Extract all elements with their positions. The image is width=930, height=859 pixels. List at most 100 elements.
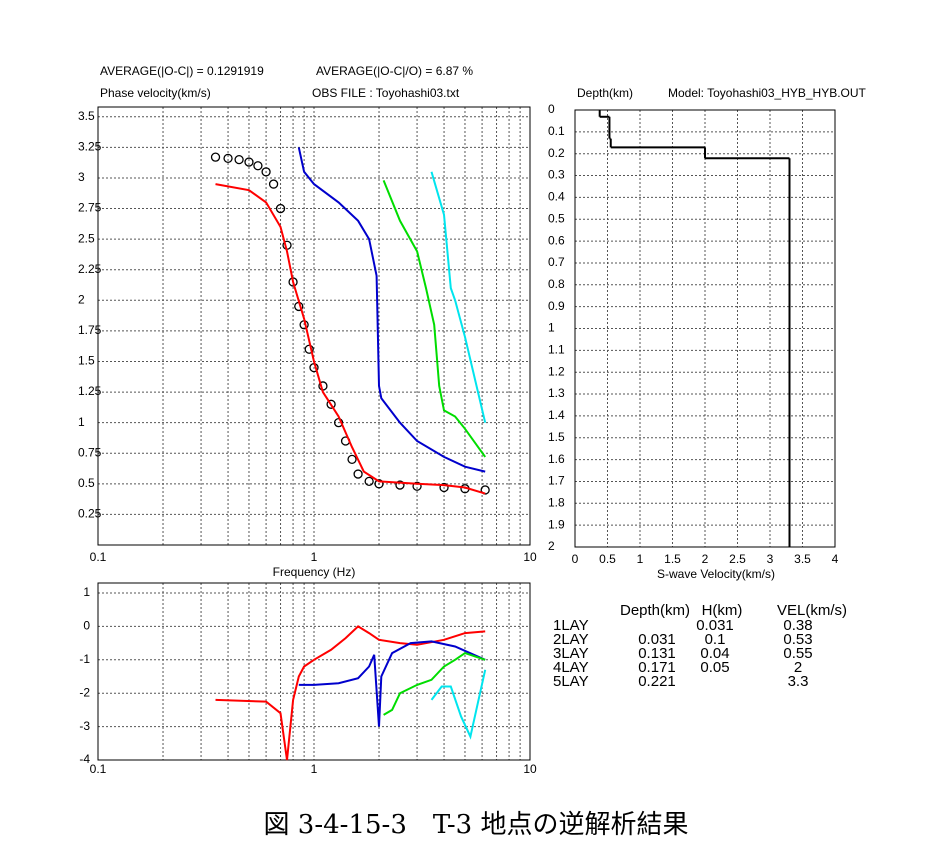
data-point bbox=[304, 344, 314, 354]
table-cell: 0.38 bbox=[783, 617, 812, 634]
table-cell: 1LAY bbox=[553, 617, 589, 634]
plot-frame bbox=[574, 109, 836, 548]
y-tick-label: 1 bbox=[83, 585, 90, 599]
data-point bbox=[395, 480, 405, 490]
y-tick-label: 0.2 bbox=[548, 146, 565, 160]
series-line bbox=[298, 640, 486, 727]
y-tick-label: 0.8 bbox=[548, 277, 565, 291]
y-tick-label: 0.9 bbox=[548, 299, 565, 313]
data-point bbox=[223, 153, 233, 164]
data-point bbox=[210, 152, 221, 162]
table-cell: 2 bbox=[794, 659, 802, 676]
table-cell: 0.04 bbox=[700, 645, 729, 662]
y-tick-label: 0.5 bbox=[548, 211, 565, 225]
table-cell: 2LAY bbox=[553, 631, 589, 648]
x-tick-label: 1 bbox=[637, 552, 644, 566]
annotation: AVERAGE(|O-C|) = 0.1291919 bbox=[100, 64, 264, 78]
data-point bbox=[480, 485, 490, 495]
data-point bbox=[234, 154, 244, 165]
y-tick-label: 0 bbox=[548, 102, 555, 116]
y-tick-label: -3 bbox=[79, 719, 90, 733]
data-point bbox=[244, 157, 254, 167]
x-axis-label: Frequency (Hz) bbox=[273, 565, 356, 579]
data-point bbox=[326, 399, 336, 409]
annotation: AVERAGE(|O-C|/O) = 6.87 % bbox=[316, 64, 473, 78]
data-point bbox=[268, 179, 279, 189]
x-tick-label: 1 bbox=[311, 762, 318, 776]
x-tick-label: 1 bbox=[311, 550, 318, 564]
table-cell: 3LAY bbox=[553, 645, 589, 662]
y-tick-label: -1 bbox=[79, 652, 90, 666]
y-tick-label: 1.9 bbox=[548, 517, 565, 531]
y-tick-label: 0.7 bbox=[548, 255, 565, 269]
x-axis-label: S-wave Velocity(km/s) bbox=[657, 567, 775, 581]
x-tick-label: 1.5 bbox=[664, 552, 681, 566]
series-line bbox=[215, 183, 486, 495]
y-tick-label: 2 bbox=[548, 539, 555, 553]
x-tick-label: 0.5 bbox=[599, 552, 616, 566]
y-tick-label: 2.75 bbox=[78, 201, 102, 215]
y-tick-label: 2 bbox=[78, 292, 85, 306]
table-cell: 0.031 bbox=[696, 617, 734, 634]
data-point bbox=[412, 481, 422, 491]
table-cell: 0.1 bbox=[705, 631, 726, 648]
data-point bbox=[261, 167, 271, 177]
x-tick-label: 10 bbox=[523, 550, 537, 564]
y-tick-label: 0.1 bbox=[548, 124, 565, 138]
table-cell: 0.55 bbox=[783, 645, 812, 662]
y-tick-label: 0.6 bbox=[548, 233, 565, 247]
table-cell: 4LAY bbox=[553, 659, 589, 676]
x-tick-label: 0 bbox=[572, 552, 579, 566]
y-tick-label: 0.5 bbox=[78, 476, 95, 490]
y-tick-label: -4 bbox=[79, 752, 90, 766]
x-tick-label: 2 bbox=[702, 552, 709, 566]
x-tick-label: 0.1 bbox=[90, 550, 107, 564]
data-point bbox=[364, 476, 374, 487]
y-tick-label: 1.5 bbox=[548, 430, 565, 444]
plot-frame bbox=[97, 582, 531, 761]
y-tick-label: 3 bbox=[78, 170, 85, 184]
y-tick-label: 0.3 bbox=[548, 168, 565, 182]
y-tick-label: 1.25 bbox=[78, 384, 102, 398]
y-tick-label: 1.1 bbox=[548, 343, 565, 357]
y-tick-label: 1.8 bbox=[548, 495, 565, 509]
x-tick-label: 4 bbox=[832, 552, 839, 566]
subtitle: Model: Toyohashi03_HYB_HYB.OUT bbox=[668, 86, 867, 100]
y-tick-label: -2 bbox=[79, 685, 90, 699]
y-tick-label: 0.75 bbox=[78, 445, 102, 459]
y-tick-label: 2.5 bbox=[78, 231, 95, 245]
table-header: Depth(km) bbox=[620, 602, 690, 619]
x-tick-label: 3 bbox=[767, 552, 774, 566]
subtitle: OBS FILE : Toyohashi03.txt bbox=[312, 86, 460, 100]
y-tick-label: 1 bbox=[548, 321, 555, 335]
data-point bbox=[253, 161, 263, 171]
table-cell: 0.131 bbox=[638, 645, 676, 662]
data-point bbox=[275, 203, 286, 214]
x-tick-label: 2.5 bbox=[729, 552, 746, 566]
y-tick-label: 0 bbox=[83, 619, 90, 633]
series-line bbox=[382, 180, 487, 458]
y-tick-label: 1.4 bbox=[548, 408, 565, 422]
y-tick-label: 3.25 bbox=[78, 140, 102, 154]
series-line bbox=[297, 147, 486, 473]
x-tick-label: 3.5 bbox=[794, 552, 811, 566]
series-line bbox=[383, 651, 486, 716]
table-cell: 3.3 bbox=[788, 673, 809, 690]
table-cell: 0.031 bbox=[638, 631, 676, 648]
y-axis-label: Depth(km) bbox=[577, 86, 633, 100]
y-tick-label: 2.25 bbox=[78, 262, 102, 276]
y-tick-label: 1.75 bbox=[78, 323, 102, 337]
y-tick-label: 3.5 bbox=[78, 109, 95, 123]
series-line bbox=[430, 669, 487, 740]
table-header: VEL(km/s) bbox=[777, 602, 847, 619]
table-cell: 0.05 bbox=[700, 659, 729, 676]
data-point bbox=[374, 479, 384, 489]
x-tick-label: 0.1 bbox=[90, 762, 107, 776]
data-point bbox=[439, 482, 449, 493]
table-cell: 5LAY bbox=[553, 673, 589, 690]
series-line bbox=[430, 171, 487, 423]
table-cell: 0.221 bbox=[638, 673, 676, 690]
caption: 図 3-4-15-3 T-3 地点の逆解析結果 bbox=[264, 810, 689, 840]
y-tick-label: 0.4 bbox=[548, 190, 565, 204]
